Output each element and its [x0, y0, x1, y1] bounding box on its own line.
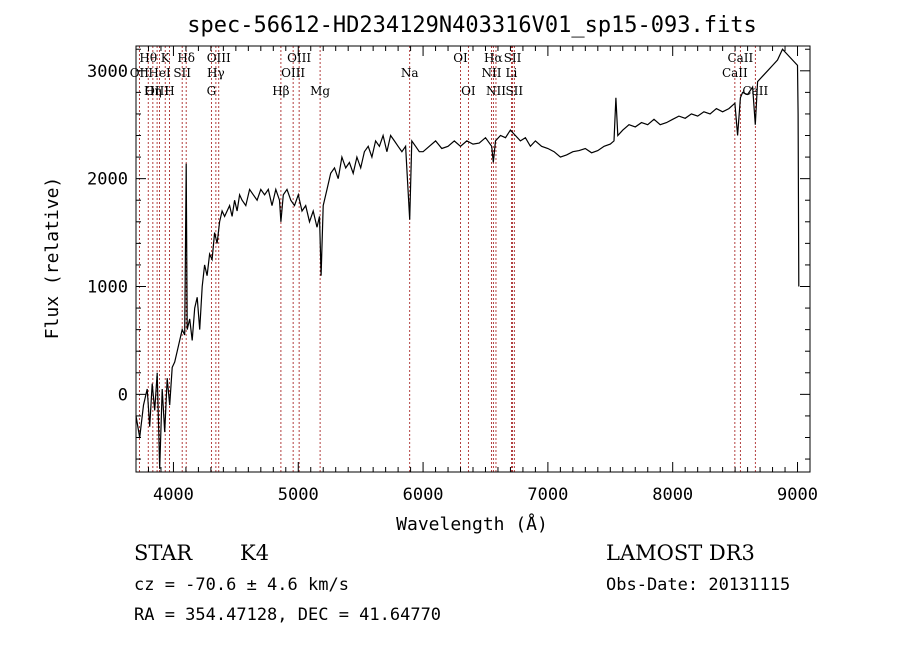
spectral-line-label: OIII — [281, 66, 305, 80]
spectral-line-label: K — [161, 51, 171, 65]
spectral-line-label: OIII — [207, 51, 231, 65]
spectral-line-label: OIII — [287, 51, 311, 65]
y-axis-ticks: 0 1000 2000 3000 — [87, 48, 810, 460]
y-tick-label: 3000 — [87, 62, 128, 82]
spectral-line-label: Hβ — [272, 84, 289, 98]
x-tick-label: 7000 — [527, 485, 568, 505]
object-subclass: K4 — [240, 541, 269, 565]
observation-date: Obs-Date: 20131115 — [606, 575, 790, 595]
spectral-line-label: Hγ — [207, 66, 225, 80]
y-tick-label: 2000 — [87, 170, 128, 190]
spectral-line-label: OI — [453, 51, 468, 65]
spectral-line-markers — [138, 46, 756, 472]
x-tick-label: 8000 — [652, 485, 693, 505]
x-tick-label: 6000 — [403, 485, 444, 505]
object-class: STAR — [134, 541, 193, 565]
spectral-line-label: CaII — [742, 84, 768, 98]
spectral-line-label: SII — [505, 84, 523, 98]
x-tick-label: 4000 — [153, 485, 194, 505]
sky-coordinates: RA = 354.47128, DEC = 41.64770 — [134, 605, 441, 625]
plot-frame — [135, 45, 811, 473]
y-axis-label: Flux (relative) — [42, 177, 63, 340]
spectral-line-label: Li — [506, 66, 518, 80]
spectral-line-label: CaII — [727, 51, 753, 65]
spectral-line-label: SII — [173, 66, 191, 80]
spectral-line-label: HeI — [148, 66, 171, 80]
spectral-line-label: Na — [401, 66, 419, 80]
spectral-line-label: Hα — [484, 51, 503, 65]
spectral-line-label: SII — [504, 51, 522, 65]
spectral-line-label: OIII — [145, 84, 169, 98]
y-tick-label: 1000 — [87, 278, 128, 298]
spectral-line-label: G — [207, 84, 217, 98]
chart-title: spec-56612-HD234129N403316V01_sp15-093.f… — [187, 13, 757, 38]
spectral-line-label: OI — [461, 84, 476, 98]
x-axis-ticks: 4000 5000 6000 7000 8000 9000 — [147, 46, 818, 505]
y-tick-label: 0 — [118, 385, 128, 405]
spectral-line-label: Hθ — [139, 51, 157, 65]
x-tick-label: 5000 — [278, 485, 319, 505]
spectral-line-label: Hδ — [177, 51, 195, 65]
spectrum-series-line — [135, 48, 800, 469]
spectral-line-label: NII — [486, 84, 506, 98]
spectral-line-label: CaII — [722, 66, 748, 80]
spectral-line-label: OII — [130, 66, 150, 80]
survey-name: LAMOST DR3 — [606, 541, 755, 565]
x-axis-label: Wavelength (Å) — [396, 513, 548, 535]
spectral-line-label: Hη — [144, 84, 162, 98]
x-tick-label: 9000 — [777, 485, 818, 505]
redshift-cz: cz = -70.6 ± 4.6 km/s — [134, 575, 349, 595]
spectral-line-label: NII — [481, 66, 501, 80]
spectral-line-label: Mg — [310, 84, 330, 98]
spectral-line-label: H — [164, 84, 174, 98]
